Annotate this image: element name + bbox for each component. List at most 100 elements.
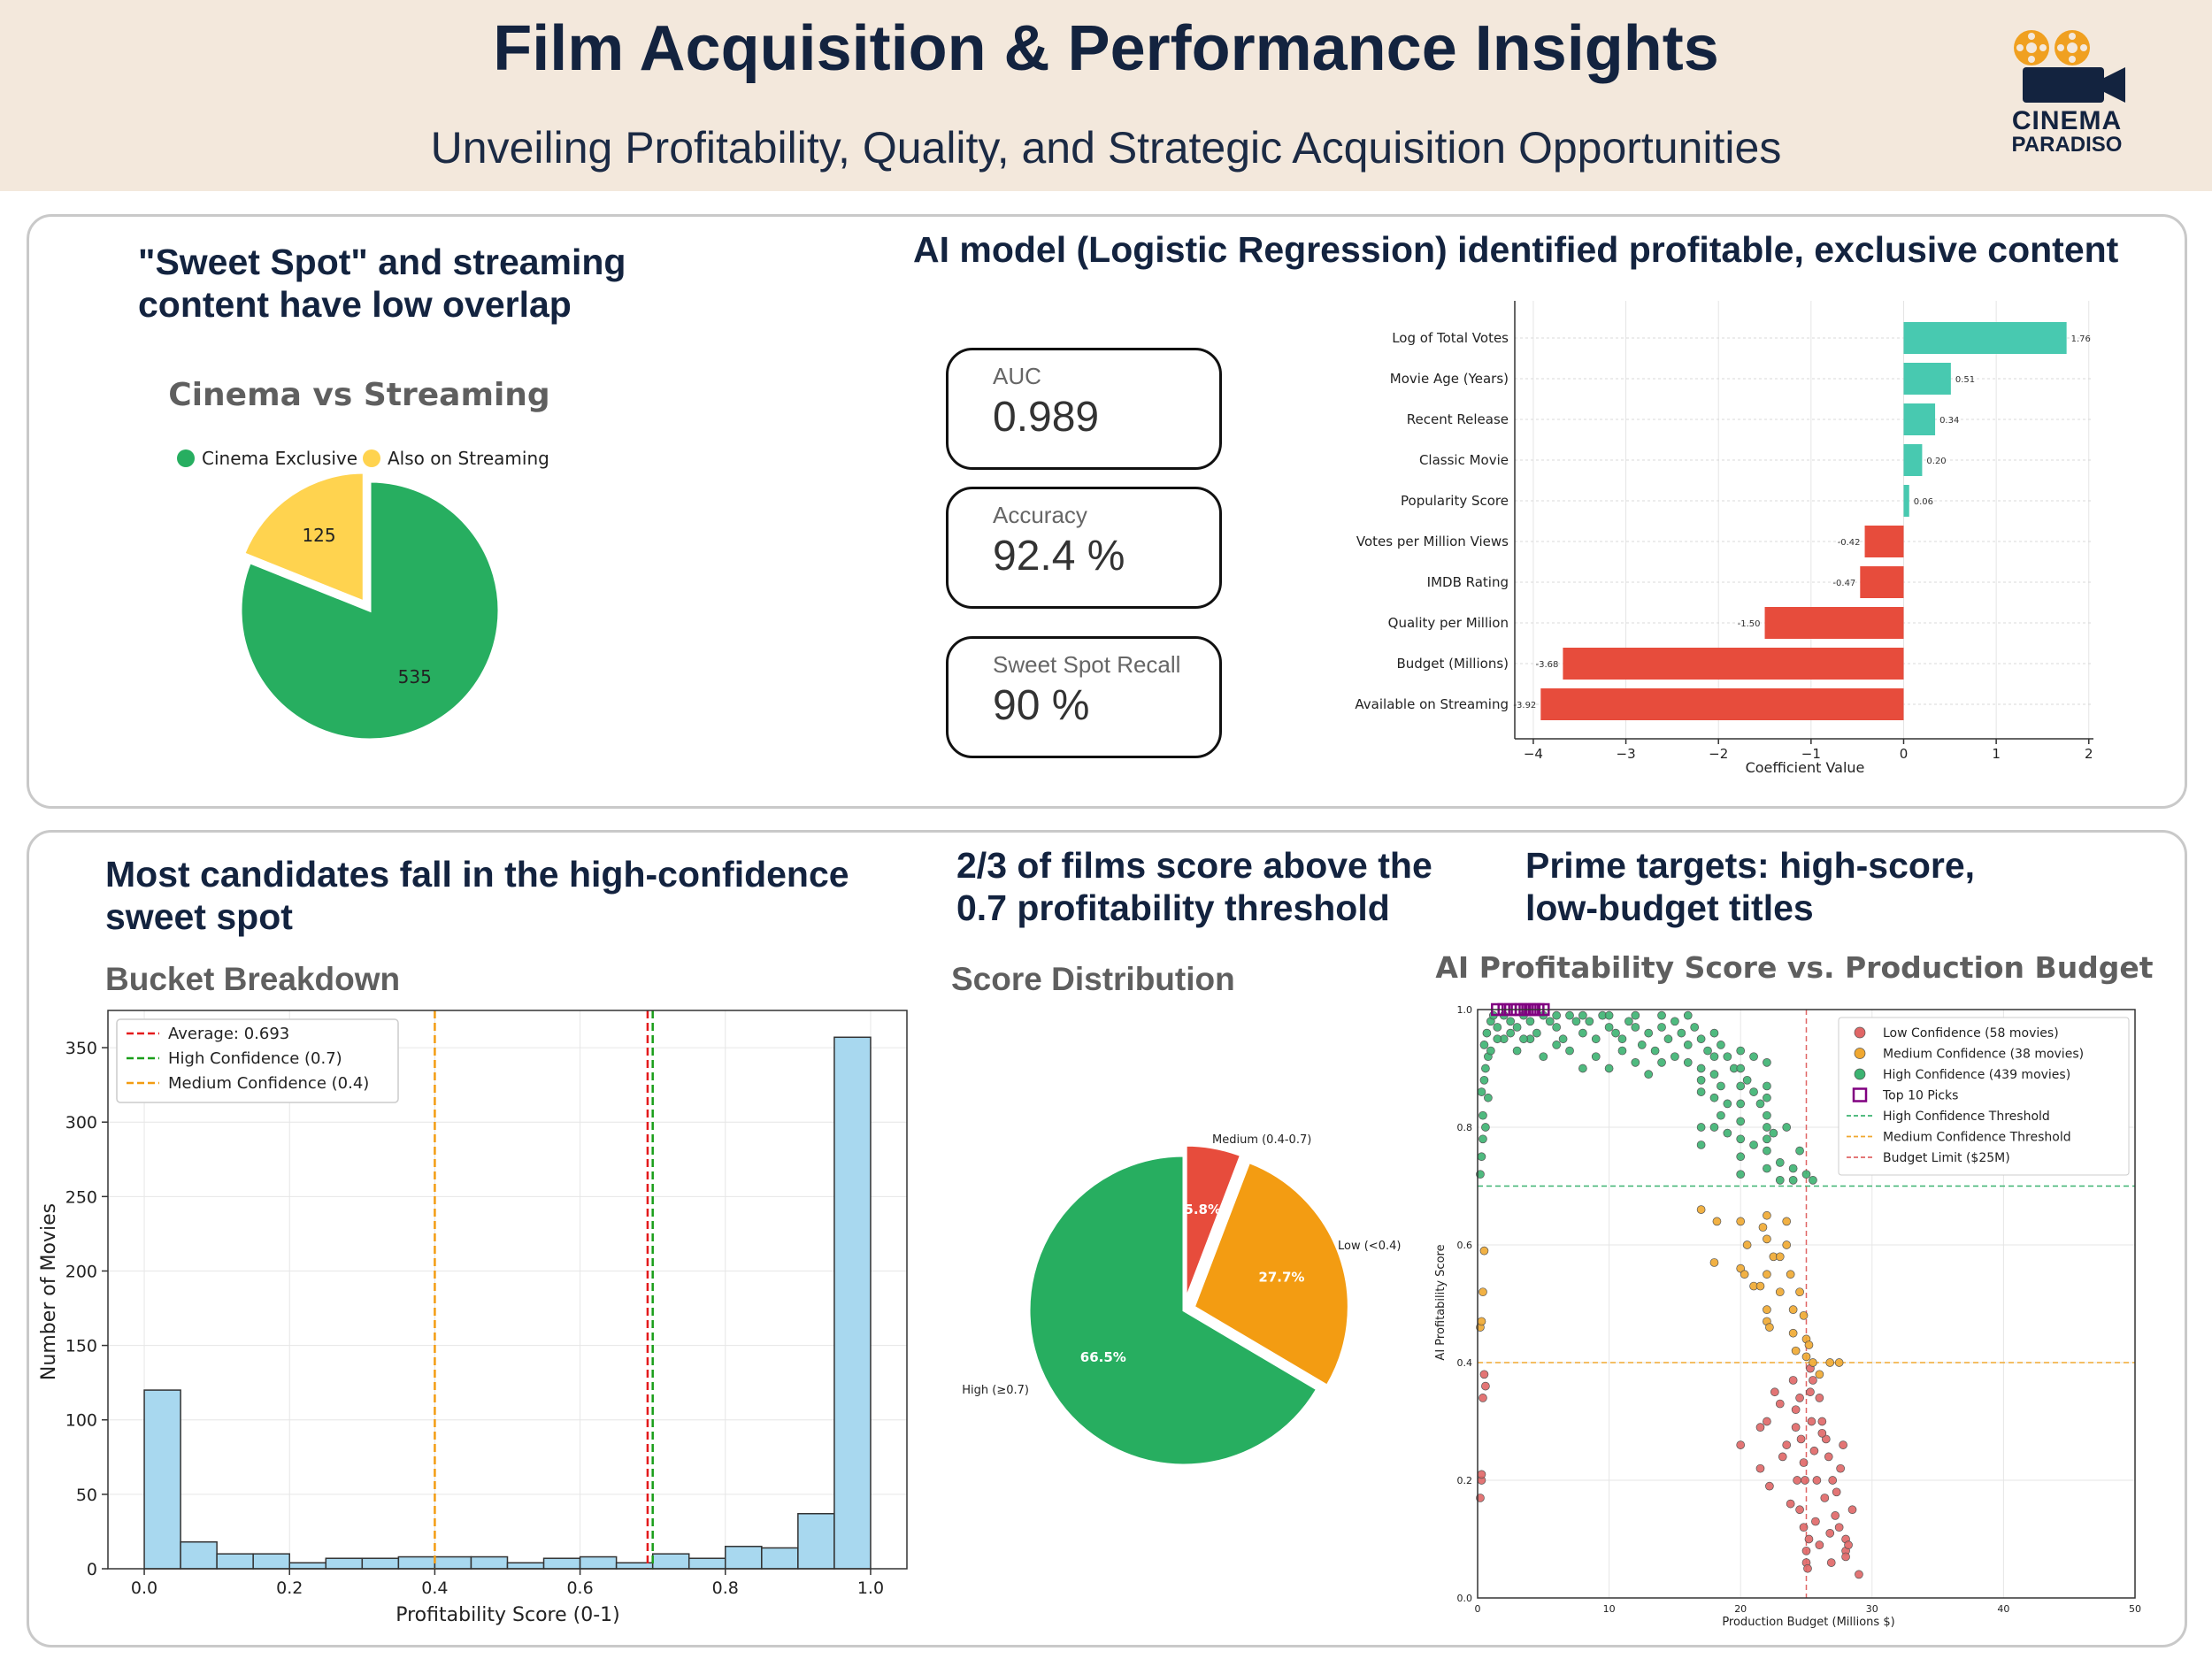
- scatter-point: [1484, 1093, 1493, 1102]
- y-tick-label: Popularity Score: [1401, 493, 1509, 509]
- scatter-point: [1631, 1023, 1640, 1032]
- scatter-point: [1657, 1023, 1666, 1032]
- scatter-point: [1749, 1141, 1758, 1149]
- scatter-point: [1709, 1052, 1719, 1062]
- x-axis-label: Profitability Score (0-1): [396, 1604, 620, 1626]
- heading-line: Most candidates fall in the high-confide…: [105, 854, 849, 895]
- scatter-point: [1778, 1452, 1787, 1462]
- scatter-point: [1657, 1057, 1666, 1067]
- coefficient-bar: [1903, 485, 1909, 517]
- x-tick-label: 50: [2129, 1603, 2141, 1615]
- scatter-point: [1809, 1446, 1819, 1455]
- scatter-point: [1763, 1093, 1771, 1102]
- scatter-point: [1506, 1028, 1516, 1038]
- scatter-point: [1815, 1540, 1824, 1550]
- legend-label: Average: 0.693: [168, 1025, 289, 1043]
- metric-label: Sweet Spot Recall: [993, 651, 1181, 678]
- slice-percent-label: 27.7%: [1258, 1269, 1304, 1285]
- scatter-point: [1717, 1110, 1725, 1120]
- histogram-bar: [761, 1547, 799, 1570]
- y-tick-label: Movie Age (Years): [1390, 371, 1509, 387]
- scatter-point: [1736, 1099, 1746, 1109]
- scatter-point: [1742, 1075, 1752, 1085]
- scatter-point: [1825, 1358, 1835, 1367]
- scatter-point: [1617, 1034, 1627, 1044]
- scatter-point: [1736, 1152, 1746, 1162]
- scatter-point: [1839, 1440, 1847, 1449]
- scatter-point: [1799, 1523, 1809, 1532]
- scatter-point: [1683, 1010, 1693, 1020]
- chart-legend: Average: 0.693 High Confidence (0.7) Mediu…: [116, 1018, 399, 1103]
- scatter-point: [1796, 1434, 1806, 1444]
- scatter-point: [1736, 1170, 1746, 1179]
- scatter-point: [1841, 1552, 1850, 1562]
- scatter-point: [1775, 1252, 1785, 1262]
- metric-card-sweet-spot-recall: Sweet Spot Recall 90 %: [946, 636, 1222, 758]
- scatter-point: [1791, 1405, 1801, 1415]
- scatter-point: [1820, 1494, 1830, 1502]
- scatter-point: [1479, 1246, 1489, 1256]
- scatter-point: [1770, 1387, 1779, 1397]
- scatter-point: [1637, 1041, 1647, 1049]
- histogram-bar: [833, 1036, 872, 1570]
- scatter-point: [1763, 1134, 1771, 1144]
- scatter-point: [1578, 1028, 1587, 1038]
- film-camera-logo-icon: [2014, 30, 2125, 103]
- scatter-point: [1585, 1017, 1594, 1026]
- scatter-point: [1539, 1052, 1548, 1062]
- scatter-point: [1631, 1010, 1640, 1020]
- slice-value-label: 125: [302, 525, 335, 546]
- scatter-point: [1824, 1452, 1833, 1462]
- histogram-bar: [579, 1555, 618, 1570]
- scatter-point: [1479, 1134, 1487, 1144]
- scatter-point: [1763, 1234, 1771, 1244]
- bar-value-label: -1.50: [1738, 619, 1761, 629]
- scatter-point: [1809, 1376, 1817, 1385]
- scatter-point: [1671, 1017, 1679, 1026]
- slice-category-label: Medium (0.4-0.7): [1212, 1133, 1311, 1147]
- bar-value-label: 0.34: [1939, 416, 1959, 426]
- scatter-point: [1481, 1381, 1490, 1391]
- histogram-bar: [542, 1557, 581, 1570]
- scatter-point: [1795, 1146, 1804, 1156]
- scatter-point: [1591, 1034, 1601, 1044]
- bar-value-label: -0.42: [1838, 538, 1861, 548]
- scatter-point: [1565, 1010, 1574, 1020]
- scatter-point: [1482, 1028, 1492, 1038]
- scatter-point: [1631, 1057, 1640, 1067]
- coefficient-bar: [1903, 403, 1936, 435]
- scatter-heading: Prime targets: high-score, low-budget ti…: [1525, 844, 1975, 929]
- scatter-point: [1545, 1017, 1555, 1026]
- y-tick-label: 0.0: [1457, 1593, 1473, 1604]
- histogram-bar: [470, 1555, 509, 1570]
- x-tick-label: 0.8: [712, 1578, 739, 1598]
- x-tick-label: −1: [1801, 746, 1821, 762]
- scatter-point: [1477, 1317, 1486, 1326]
- legend-box: [116, 1018, 399, 1103]
- scatter-point: [1788, 1328, 1798, 1338]
- scatter-point: [1801, 1170, 1811, 1179]
- x-tick-label: −2: [1709, 746, 1728, 762]
- panel-bottom: [27, 830, 2187, 1647]
- slice-category-label: Low (<0.4): [1338, 1240, 1401, 1253]
- scatter-point: [1709, 1070, 1719, 1079]
- x-tick-label: 0.0: [131, 1578, 157, 1598]
- slice-value-label: 535: [398, 666, 432, 687]
- scatter-point: [1552, 1041, 1562, 1049]
- scatter-point: [1477, 1152, 1486, 1162]
- legend-label: High Confidence Threshold: [1883, 1110, 2050, 1124]
- scatter-point: [1815, 1394, 1824, 1402]
- scatter-point: [1677, 1028, 1686, 1038]
- x-tick-label: 1: [1992, 746, 2001, 762]
- scatter-point: [1479, 1110, 1487, 1120]
- bar-value-label: -3.92: [1513, 701, 1536, 710]
- y-tick-label: 100: [65, 1411, 97, 1431]
- scatter-point: [1552, 1010, 1562, 1020]
- histogram-bar: [397, 1555, 436, 1570]
- score-distribution-heading: 2/3 of films score above the 0.7 profita…: [956, 844, 1432, 929]
- scatter-point: [1604, 1010, 1614, 1020]
- x-tick-label: 20: [1734, 1603, 1747, 1615]
- scatter-point: [1624, 1017, 1633, 1026]
- histogram-bar: [725, 1546, 763, 1570]
- scatter-point: [1717, 1081, 1725, 1091]
